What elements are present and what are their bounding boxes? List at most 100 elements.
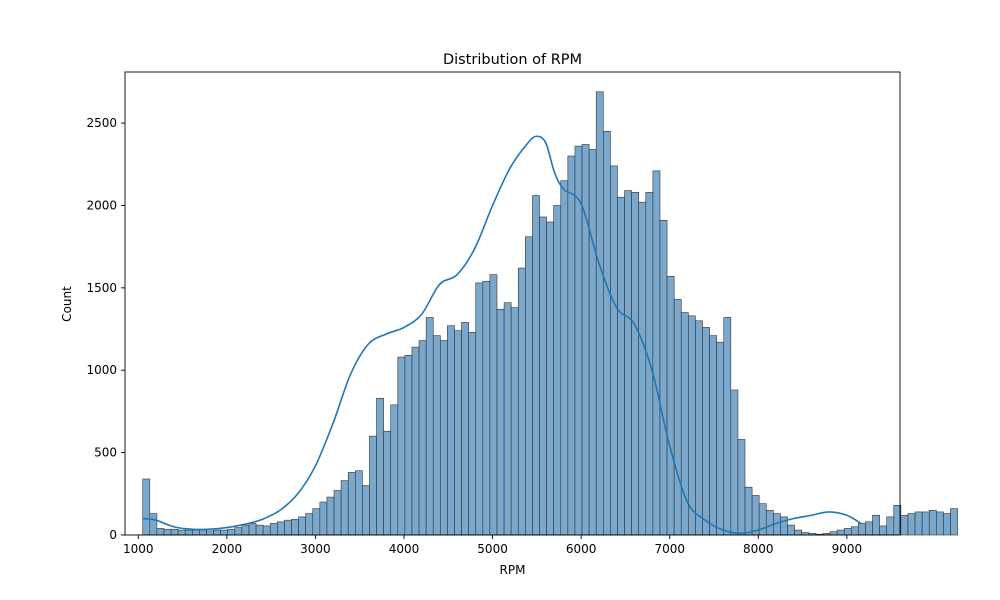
histogram-bar — [376, 397, 384, 536]
histogram-bar — [610, 165, 618, 536]
x-tick-label: 7000 — [654, 542, 685, 556]
histogram-bar — [340, 480, 349, 536]
histogram-bar — [843, 528, 852, 536]
histogram-bar — [737, 439, 746, 536]
chart-title: Distribution of RPM — [443, 52, 582, 68]
histogram-bar — [199, 529, 207, 536]
histogram-bar — [872, 514, 880, 536]
histogram-bar — [291, 519, 299, 536]
histogram-bar — [220, 529, 229, 536]
histogram-bar — [758, 503, 767, 536]
histogram-bar — [454, 330, 462, 536]
histogram-bar — [468, 332, 477, 536]
histogram-bar — [326, 496, 335, 536]
x-tick-label: 6000 — [566, 542, 597, 556]
histogram-bar — [716, 341, 725, 536]
histogram-bar — [206, 530, 214, 536]
histogram-bar — [362, 485, 370, 536]
histogram-bar — [184, 529, 193, 536]
kde-group — [142, 135, 862, 535]
histogram-bar — [461, 322, 469, 536]
histogram-bar — [652, 170, 661, 536]
histogram-bar — [702, 327, 710, 536]
histogram-bar — [262, 525, 271, 536]
x-tick-label: 2000 — [212, 542, 243, 556]
histogram-bar — [213, 529, 221, 536]
histogram-bar — [539, 216, 547, 536]
x-tick-label: 4000 — [389, 542, 420, 556]
histogram-bar — [432, 335, 441, 536]
histogram-bar — [241, 524, 250, 536]
histogram-bar — [517, 267, 526, 536]
x-tick-label: 8000 — [743, 542, 774, 556]
histogram-bar — [305, 513, 314, 536]
histogram-bar — [255, 524, 264, 536]
histogram-bar — [234, 527, 243, 536]
histogram-bar — [482, 280, 491, 536]
histogram-bar — [567, 155, 576, 536]
x-tick-label: 3000 — [300, 542, 331, 556]
histogram-bar — [227, 528, 236, 536]
histogram-bar — [914, 511, 923, 536]
histogram-bar — [354, 470, 363, 536]
histogram-bar — [177, 529, 186, 536]
histogram-bar — [666, 276, 675, 536]
histogram-bar — [440, 340, 448, 536]
histogram-bar — [631, 191, 640, 536]
y-tick-label: 500 — [94, 446, 117, 460]
histogram-bar — [659, 219, 668, 536]
histogram-bar — [319, 501, 328, 536]
histogram-bar — [192, 529, 200, 536]
histogram-bar — [907, 513, 916, 536]
histogram-bar — [588, 149, 597, 536]
histogram-bar — [900, 514, 909, 536]
histogram-bar — [496, 308, 505, 536]
histogram-bar — [688, 315, 696, 536]
histogram-bar — [156, 528, 165, 536]
histogram-bar — [418, 340, 427, 536]
histogram-bar — [277, 521, 285, 536]
histogram-bar — [581, 144, 590, 536]
histogram-bar — [695, 320, 703, 536]
histogram-bar — [858, 523, 866, 536]
histogram-bar — [284, 519, 292, 536]
histogram-bar — [850, 526, 859, 536]
histogram-bar — [390, 404, 399, 536]
histogram-bar — [404, 355, 413, 536]
histogram-bar — [425, 317, 434, 536]
histogram-bar — [347, 472, 356, 536]
histogram-bar — [673, 299, 682, 536]
histogram-bar — [829, 531, 838, 536]
histogram-bar — [248, 523, 257, 536]
histogram-bar — [744, 486, 753, 536]
y-tick-label: 1500 — [86, 281, 117, 295]
histogram-bar — [624, 190, 632, 536]
y-tick-label: 2000 — [86, 198, 117, 212]
histogram-bar — [149, 513, 158, 536]
histogram-bar — [595, 91, 604, 536]
y-axis-title: Count — [60, 286, 74, 322]
histogram-bar — [333, 490, 342, 536]
histogram-bar — [525, 236, 533, 536]
histogram-bar — [602, 131, 611, 536]
histogram-bar — [142, 478, 151, 536]
histogram-bar — [950, 508, 958, 536]
histogram-bar — [928, 509, 937, 536]
histogram-bar — [163, 528, 172, 536]
histogram-bar — [879, 525, 888, 536]
histogram-bar — [553, 205, 562, 536]
x-tick-label: 1000 — [123, 542, 154, 556]
histogram-bar — [475, 282, 484, 536]
histogram-bar — [411, 346, 420, 536]
histogram-bar — [730, 389, 739, 536]
histogram-bar — [787, 524, 795, 536]
histogram-bar — [510, 307, 519, 536]
histogram-bar — [503, 302, 512, 536]
histogram-bar — [638, 201, 647, 536]
bars-group — [142, 91, 958, 536]
y-tick-label: 2500 — [86, 116, 117, 130]
histogram-bar — [489, 274, 498, 536]
histogram-bar — [836, 529, 845, 536]
histogram-bar — [617, 196, 625, 536]
